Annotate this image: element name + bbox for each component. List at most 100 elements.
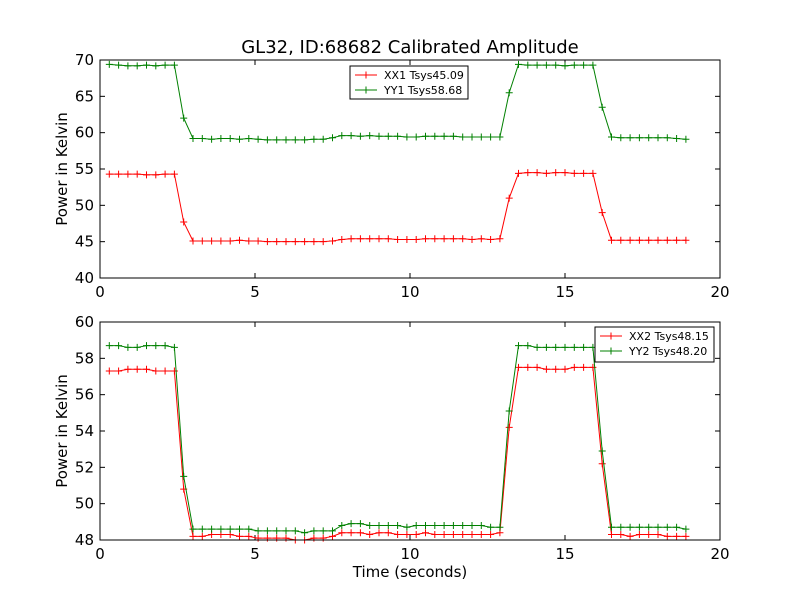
bottom-xtick-label: 0: [95, 545, 105, 563]
bottom-data-point: [635, 531, 643, 539]
top-data-point: [449, 235, 457, 243]
bottom-data-point: [273, 534, 281, 542]
top-ytick-label: 50: [75, 196, 94, 214]
top-data-point: [589, 61, 597, 69]
bottom-data-point: [394, 531, 402, 539]
bottom-data-point: [105, 367, 113, 375]
bottom-data-point: [143, 342, 150, 350]
bottom-ytick-label: 48: [75, 531, 94, 549]
top-data-point: [217, 134, 225, 142]
bottom-data-point: [477, 521, 485, 529]
top-data-point: [236, 135, 243, 143]
bottom-data-point: [552, 343, 560, 351]
bottom-data-point: [236, 525, 243, 533]
top-data-point: [682, 236, 690, 244]
top-data-point: [431, 235, 439, 243]
bottom-legend-box: [594, 326, 715, 363]
top-data-point: [505, 194, 513, 202]
top-data-point: [598, 103, 606, 111]
bottom-xtick-label: 5: [250, 545, 260, 563]
bottom-data-point: [505, 407, 513, 415]
bottom-data-point: [542, 365, 550, 373]
bottom-data-point: [236, 532, 243, 540]
bottom-data-point: [487, 523, 495, 531]
top-data-point: [477, 235, 485, 243]
top-data-point: [217, 237, 225, 245]
top-ytick-label: 70: [75, 51, 94, 69]
bottom-ytick-label: 50: [75, 495, 94, 513]
bottom-data-point: [115, 367, 123, 375]
bottom-data-point: [496, 523, 504, 531]
top-data-point: [598, 209, 606, 217]
bottom-data-point: [133, 365, 141, 373]
top-data-point: [626, 236, 634, 244]
top-data-point: [663, 134, 671, 142]
figure-title: GL32, ID:68682 Calibrated Amplitude: [241, 37, 579, 58]
bottom-data-point: [115, 342, 123, 350]
bottom-data-point: [645, 523, 653, 531]
bottom-data-point: [617, 531, 625, 539]
top-data-point: [273, 136, 281, 144]
bottom-data-point: [673, 532, 681, 540]
top-xtick-label: 20: [710, 283, 729, 301]
top-data-point: [542, 169, 550, 177]
bottom-data-point: [608, 523, 615, 531]
top-data-point: [515, 60, 522, 68]
top-data-point: [561, 169, 569, 177]
top-data-point: [263, 238, 271, 246]
bottom-data-point: [645, 531, 653, 539]
top-data-point: [226, 237, 234, 245]
bottom-legend-label: YY2 Tsys48.20: [628, 345, 707, 358]
top-data-point: [180, 218, 188, 226]
top-data-point: [682, 135, 690, 143]
bottom-ytick-label: 56: [75, 386, 94, 404]
top-data-point: [645, 236, 653, 244]
bottom-legend-label: XX2 Tsys48.15: [629, 330, 709, 343]
bottom-ytick-label: 60: [75, 313, 94, 331]
bottom-data-point: [152, 367, 160, 375]
bottom-data-point: [505, 423, 513, 431]
bottom-data-point: [170, 367, 178, 375]
top-data-point: [403, 133, 411, 141]
top-data-point: [375, 235, 383, 243]
top-ytick-label: 45: [75, 233, 94, 251]
top-data-point: [635, 236, 643, 244]
top-data-point: [208, 135, 216, 143]
bottom-data-point: [384, 529, 392, 537]
bottom-data-point: [133, 343, 141, 351]
top-data-point: [152, 171, 160, 179]
bottom-data-point: [682, 525, 690, 533]
top-data-point: [663, 236, 671, 244]
top-data-point: [496, 133, 504, 141]
top-data-point: [301, 238, 309, 246]
bottom-data-point: [422, 521, 429, 529]
bottom-plot: Power in Kelvin Time (seconds) 0 5 10 15 20 4…: [53, 313, 730, 581]
top-data-point: [608, 133, 615, 141]
top-data-point: [282, 136, 290, 144]
top-data-point: [384, 235, 392, 243]
top-data-point: [338, 235, 346, 243]
top-data-point: [431, 132, 439, 140]
top-data-point: [580, 169, 588, 177]
top-data-point: [533, 61, 541, 69]
bottom-legend-marker: [607, 332, 615, 340]
bottom-ylabel: Power in Kelvin: [53, 374, 71, 488]
bottom-data-point: [384, 521, 392, 529]
top-data-point: [319, 135, 327, 143]
bottom-data-point: [626, 532, 634, 540]
top-data-point: [319, 238, 327, 246]
top-data-point: [496, 235, 504, 243]
top-ylabel: Power in Kelvin: [53, 112, 71, 226]
bottom-data-point: [310, 527, 318, 535]
top-data-point: [384, 132, 392, 140]
bottom-data-point: [570, 363, 578, 371]
top-data-point: [189, 134, 197, 142]
bottom-data-point: [319, 534, 327, 542]
top-data-point: [366, 132, 374, 140]
bottom-data-point: [598, 447, 606, 455]
top-data-point: [152, 62, 160, 70]
bottom-data-point: [580, 363, 588, 371]
bottom-data-point: [422, 529, 429, 537]
bottom-data-point: [180, 472, 188, 480]
